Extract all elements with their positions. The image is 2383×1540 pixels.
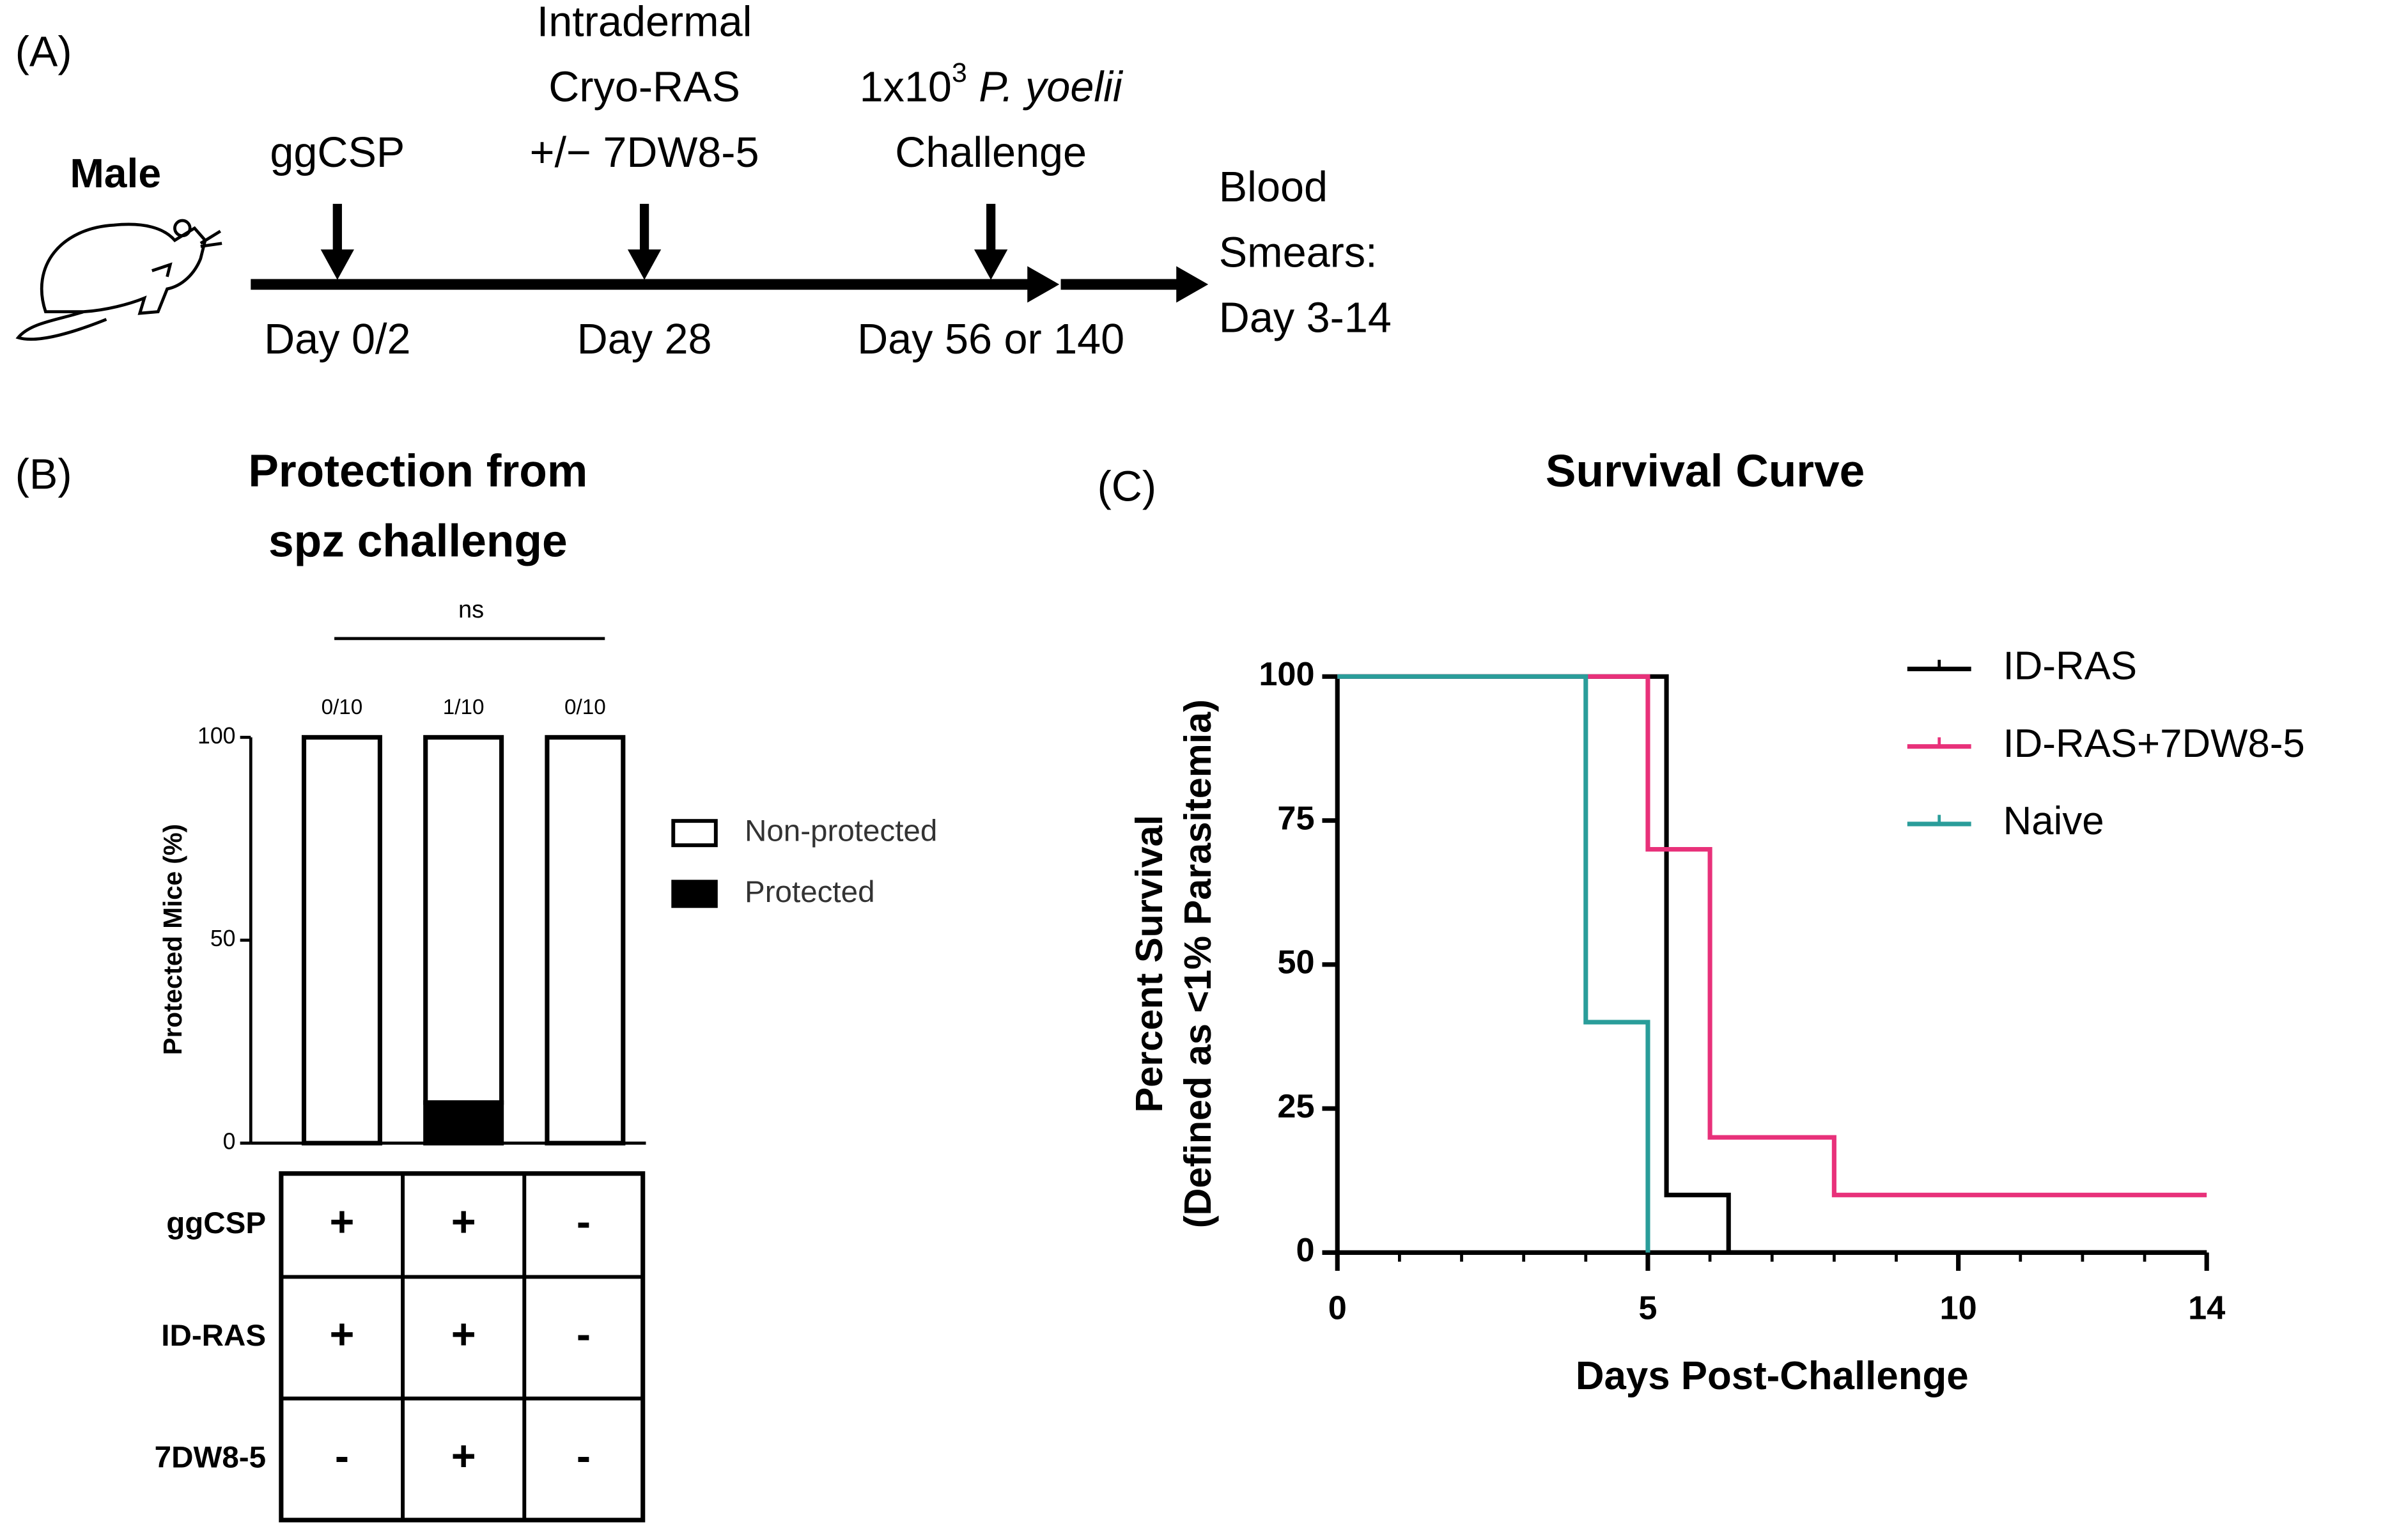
fraction-label: 1/10: [443, 696, 485, 719]
y-tick-label: 100: [198, 723, 236, 749]
bar-segment: [301, 735, 382, 1146]
legend-swatch: [671, 880, 718, 908]
x-tick-label: 10: [1940, 1290, 1977, 1327]
y-axis-label: (Defined as <1% Parasitemia): [1176, 699, 1219, 1228]
event-arrowhead: [627, 249, 662, 280]
y-tick-label: 50: [210, 926, 236, 951]
legend-label: ID-RAS+7DW8-5: [2003, 722, 2305, 766]
legend-label: Naive: [2003, 799, 2104, 843]
endpoint-label: Smears:: [1219, 229, 1378, 276]
x-tick-label: 5: [1638, 1290, 1657, 1327]
y-tick-label: 0: [1296, 1232, 1314, 1269]
y-axis-label: Percent Survival: [1128, 815, 1170, 1113]
event-label-part: P. yoelii: [967, 63, 1124, 111]
x-axis-label: Days Post-Challenge: [1576, 1354, 1969, 1398]
table-row-label: 7DW8-5: [155, 1440, 266, 1474]
panel-label: (A): [15, 28, 72, 75]
y-tick-label: 50: [1277, 944, 1314, 981]
significance-label: ns: [458, 596, 484, 623]
legend-label: Protected: [745, 875, 875, 909]
table-cell: +: [330, 1311, 355, 1358]
event-label: Cryo-RAS: [548, 63, 740, 111]
table-cell: +: [451, 1311, 476, 1358]
panel-label: (C): [1098, 463, 1156, 510]
event-label-part: Challenge: [895, 128, 1087, 176]
event-label-part: Intradermal: [537, 0, 752, 45]
y-tick-label: 75: [1277, 800, 1314, 837]
table-border: [279, 1171, 646, 1523]
event-label-part: +/− 7DW8-5: [530, 128, 759, 176]
y-axis-label: Protected Mice (%): [158, 824, 187, 1055]
chart-title: Protection from: [248, 446, 587, 497]
table-row-label: ggCSP: [166, 1206, 266, 1240]
event-label: Intradermal: [537, 0, 752, 45]
survival-line: [1337, 674, 2207, 1197]
legend-label: ID-RAS: [2003, 644, 2137, 688]
legend-swatch: [671, 819, 718, 848]
event-day: Day 56 or 140: [857, 316, 1124, 363]
y-tick-label: 100: [1259, 656, 1314, 693]
table-cell: +: [451, 1433, 476, 1480]
event-label: 1x103 P. yoelii: [860, 58, 1124, 111]
y-tick-label: 0: [223, 1129, 236, 1155]
event-day: Day 0/2: [264, 316, 410, 363]
x-tick-label: 14: [2188, 1290, 2225, 1327]
endpoint-label: Day 3-14: [1219, 295, 1392, 342]
event-label-part: 3: [952, 58, 967, 88]
event-label-part: 1x10: [860, 63, 952, 111]
event-label: ggCSP: [270, 128, 405, 176]
table-cell: -: [335, 1433, 349, 1480]
table-row-label: ID-RAS: [161, 1319, 266, 1353]
y-tick-label: 25: [1277, 1088, 1314, 1125]
legend-label: Non-protected: [745, 814, 937, 848]
mouse-icon: [15, 219, 222, 341]
bar-segment: [423, 735, 504, 1105]
endpoint-label: Blood: [1219, 164, 1328, 211]
fraction-label: 0/10: [564, 696, 606, 719]
timeline-arrowhead: [1027, 266, 1060, 303]
table-cell: +: [330, 1199, 355, 1246]
event-label-part: Cryo-RAS: [548, 63, 740, 111]
fraction-label: 0/10: [322, 696, 363, 719]
chart-title: Survival Curve: [1546, 446, 1865, 497]
survival-line: [1337, 674, 1650, 1253]
table-cell: +: [451, 1199, 476, 1246]
event-day: Day 28: [577, 316, 712, 363]
bar-segment: [423, 1100, 504, 1146]
bar-segment: [545, 735, 626, 1146]
x-tick-label: 0: [1328, 1290, 1347, 1327]
table-cell: -: [577, 1433, 591, 1480]
event-label: Challenge: [895, 128, 1087, 176]
panel-label: (B): [15, 451, 72, 498]
event-arrowhead: [320, 249, 354, 280]
table-cell: -: [577, 1199, 591, 1246]
event-label-part: ggCSP: [270, 128, 405, 176]
event-arrowhead: [974, 249, 1008, 280]
chart-title: spz challenge: [268, 515, 568, 566]
table-cell: -: [577, 1311, 591, 1358]
event-label: +/− 7DW8-5: [530, 128, 759, 176]
timeline-arrowhead: [1176, 266, 1209, 303]
subject-label: Male: [70, 150, 161, 196]
